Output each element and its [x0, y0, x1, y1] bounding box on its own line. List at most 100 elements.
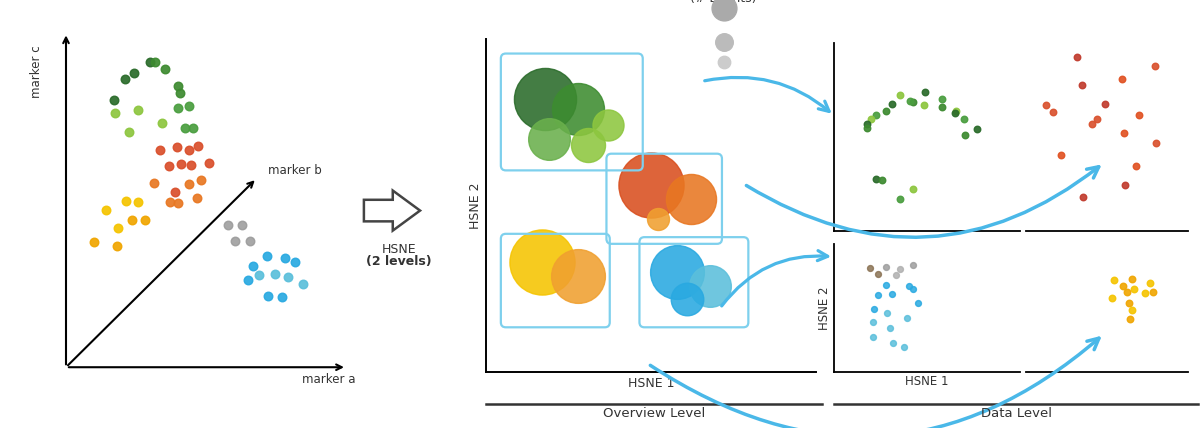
Point	[914, 102, 934, 109]
Point	[539, 135, 558, 142]
Point	[1087, 116, 1106, 122]
Point	[599, 122, 618, 129]
Point	[946, 110, 965, 116]
Point	[884, 340, 904, 347]
Point	[84, 239, 103, 246]
Point	[895, 343, 914, 350]
Point	[136, 217, 155, 223]
Point	[191, 177, 210, 184]
Point	[169, 199, 188, 206]
Point	[866, 176, 886, 183]
Point	[678, 295, 697, 302]
Point	[533, 259, 552, 266]
Point	[122, 217, 142, 223]
Point	[1112, 283, 1132, 290]
Point	[882, 291, 901, 297]
Point	[145, 59, 164, 66]
Point	[106, 110, 125, 117]
Point	[1051, 152, 1070, 159]
Point	[877, 310, 896, 317]
Point	[116, 75, 136, 82]
Point	[244, 262, 263, 269]
Point	[278, 274, 298, 281]
Point	[1103, 294, 1122, 301]
Point	[967, 126, 986, 133]
Point	[218, 222, 238, 229]
Point	[175, 124, 194, 131]
Point	[947, 107, 966, 114]
Point	[259, 292, 278, 299]
Point	[714, 59, 733, 65]
Point	[1068, 54, 1087, 61]
Text: marker a: marker a	[302, 373, 355, 386]
Point	[166, 189, 185, 196]
X-axis label: HSNE 1: HSNE 1	[628, 377, 674, 389]
Point	[172, 160, 191, 167]
Point	[857, 124, 876, 131]
Point	[108, 224, 127, 231]
Point	[187, 195, 206, 202]
Point	[272, 294, 292, 300]
Point	[1114, 130, 1133, 137]
Point	[904, 186, 923, 193]
Point	[1112, 76, 1132, 83]
Point	[250, 272, 269, 279]
Y-axis label: HSNE 2: HSNE 2	[469, 182, 482, 229]
Point	[569, 272, 588, 279]
Point	[1044, 108, 1063, 115]
Point	[1073, 193, 1092, 200]
Point	[890, 266, 910, 273]
Point	[1140, 280, 1159, 287]
X-axis label: HSNE 1: HSNE 1	[905, 375, 949, 388]
Point	[188, 143, 208, 149]
Point	[642, 182, 661, 189]
Point	[954, 115, 973, 122]
Point	[276, 255, 295, 262]
Point	[226, 238, 245, 245]
Point	[1123, 276, 1142, 282]
Point	[714, 5, 733, 12]
Point	[682, 195, 701, 202]
Point	[293, 281, 312, 288]
Point	[1121, 316, 1140, 323]
Point	[161, 199, 180, 206]
Point	[900, 98, 919, 105]
FancyArrow shape	[364, 190, 420, 231]
Point	[1082, 121, 1102, 128]
Point	[872, 176, 892, 183]
Point	[908, 300, 928, 306]
Point	[882, 101, 901, 108]
Point	[890, 91, 910, 98]
Point	[1122, 306, 1141, 313]
Point	[1037, 101, 1056, 108]
Point	[648, 215, 667, 222]
Point	[1129, 111, 1148, 118]
Point	[869, 291, 888, 298]
Text: (2 levels): (2 levels)	[366, 255, 432, 268]
Point	[955, 131, 974, 138]
Text: marker c: marker c	[30, 46, 43, 98]
Text: HSNE: HSNE	[382, 243, 416, 256]
Point	[233, 222, 252, 229]
Text: Overview Level: Overview Level	[602, 407, 706, 420]
Point	[184, 124, 203, 131]
Point	[180, 146, 199, 153]
Y-axis label: HSNE 2: HSNE 2	[818, 286, 832, 330]
Point	[258, 253, 277, 259]
Point	[1124, 286, 1144, 293]
Point	[569, 105, 588, 112]
Point	[865, 305, 884, 312]
Point	[145, 179, 164, 186]
Point	[169, 82, 188, 89]
Point	[150, 147, 169, 154]
Point	[96, 207, 115, 214]
Point	[128, 107, 148, 113]
Point	[156, 66, 175, 73]
Point	[904, 285, 923, 292]
Point	[124, 69, 143, 76]
Point	[180, 180, 199, 187]
Point	[876, 282, 895, 288]
Point	[180, 103, 199, 110]
Point	[140, 58, 160, 65]
Point	[239, 276, 258, 283]
